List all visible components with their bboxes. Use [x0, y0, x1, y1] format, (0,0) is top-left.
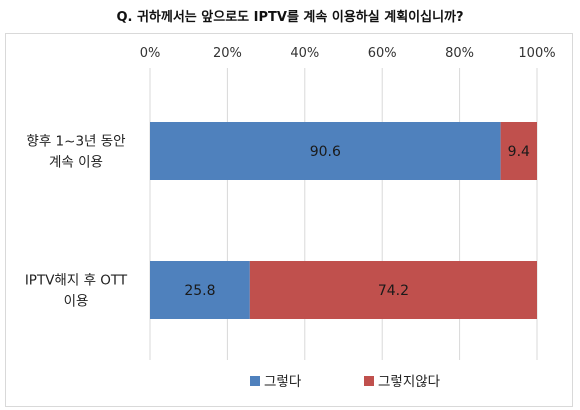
- x-tick-label: 40%: [290, 46, 319, 61]
- legend-label: 그렇지않다: [378, 374, 441, 390]
- legend-swatch: [250, 376, 260, 386]
- bar-segment: [150, 261, 250, 319]
- legend-swatch: [364, 376, 374, 386]
- data-label: 9.4: [508, 144, 530, 160]
- data-label: 74.2: [378, 283, 409, 299]
- bar-segment: [500, 122, 537, 180]
- data-label: 25.8: [184, 283, 215, 299]
- chart-title: Q. 귀하께서는 앞으로도 IPTV를 계속 이용하실 계획이십니까?: [116, 10, 464, 25]
- x-tick-label: 80%: [445, 46, 474, 61]
- category-label: 이용: [64, 294, 89, 310]
- x-tick-label: 60%: [368, 46, 397, 61]
- chart-frame: [5, 33, 573, 407]
- bar-segment: [150, 122, 501, 180]
- x-tick-label: 20%: [213, 46, 242, 61]
- category-label: 계속 이용: [49, 155, 103, 171]
- x-tick-label: 100%: [518, 46, 555, 61]
- category-label: 향후 1~3년 동안: [26, 134, 125, 150]
- legend-label: 그렇다: [264, 374, 302, 390]
- bar-segment: [249, 261, 537, 319]
- x-tick-label: 0%: [140, 46, 161, 61]
- category-label: IPTV해지 후 OTT: [25, 273, 128, 289]
- data-label: 90.6: [310, 144, 341, 160]
